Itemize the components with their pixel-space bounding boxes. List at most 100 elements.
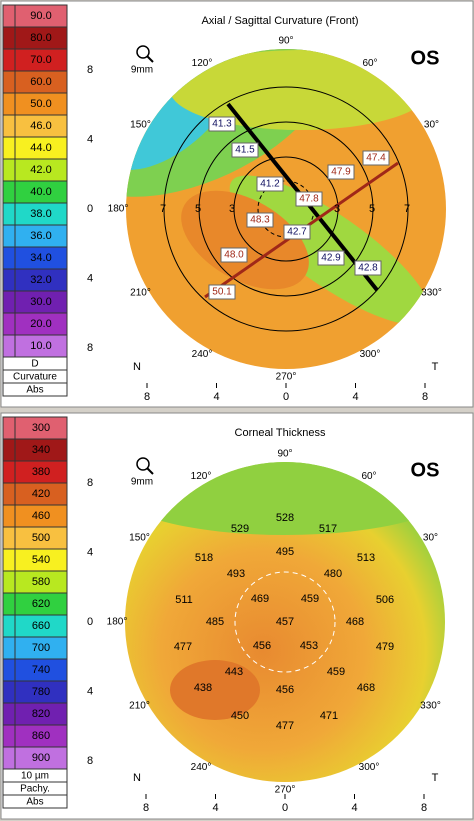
ring-label: 7: [160, 203, 166, 215]
temporal-label: T: [432, 361, 439, 373]
scale-label: 780: [32, 686, 50, 698]
scale-swatch: [2, 70, 16, 94]
scale-swatch: [2, 592, 16, 616]
thickness-map: [125, 462, 445, 782]
angle-label: 150°: [130, 120, 151, 131]
scale-swatch: [2, 136, 16, 160]
scale-swatch: [2, 268, 16, 292]
scale-label: 820: [32, 708, 50, 720]
map-title: Corneal Thickness: [235, 427, 326, 439]
value-label: 450: [231, 710, 249, 722]
scale-label: 340: [32, 444, 50, 456]
value-label: 471: [320, 710, 338, 722]
value-label: 457: [276, 616, 294, 628]
scale-swatch: [2, 702, 16, 726]
value-box: [208, 116, 236, 132]
value-label: 517: [319, 523, 337, 535]
scale-swatch: [2, 636, 16, 660]
scale-label: 900: [32, 752, 50, 764]
angle-label: 270°: [276, 372, 297, 383]
value-label: 495: [276, 546, 294, 558]
scale-label: 36.0: [30, 230, 51, 242]
value-label: 42.8: [358, 263, 378, 274]
value-label: 453: [300, 640, 318, 652]
angle-label: 180°: [107, 617, 128, 628]
y-tick-label: 4: [87, 133, 93, 145]
y-tick-label: 4: [87, 272, 93, 284]
value-label: 459: [327, 666, 345, 678]
value-label: 468: [346, 616, 364, 628]
value-label: 456: [276, 684, 294, 696]
scale-swatch: [2, 312, 16, 336]
y-tick-label: 8: [87, 477, 93, 489]
value-box: [327, 164, 355, 180]
value-box: [283, 224, 311, 240]
scale-label: 620: [32, 598, 50, 610]
value-box: [220, 247, 248, 263]
scale-label: 20.0: [30, 318, 51, 330]
scale-swatch: [2, 746, 16, 770]
scale-swatch: [2, 614, 16, 638]
scale-label: 34.0: [30, 252, 51, 264]
angle-label: 150°: [129, 533, 150, 544]
angle-label: 60°: [362, 58, 377, 69]
value-label: 42.9: [321, 253, 341, 264]
angle-label: 330°: [420, 701, 441, 712]
scale-swatch: [2, 482, 16, 506]
nasal-label: N: [133, 772, 141, 784]
value-box: [295, 191, 323, 207]
scale-swatch: [2, 92, 16, 116]
ring-label: 3: [229, 203, 235, 215]
scale-label: 70.0: [30, 54, 51, 66]
value-label: 469: [251, 593, 269, 605]
value-label: 468: [357, 682, 375, 694]
angle-label: 210°: [129, 701, 150, 712]
y-tick-label: 4: [87, 685, 93, 697]
scale-label: 300: [32, 422, 50, 434]
scale-footer: [2, 794, 68, 809]
x-tick-label: 4: [213, 391, 219, 403]
value-label: 459: [301, 593, 319, 605]
scale-mode: Abs: [26, 797, 43, 808]
value-label: 528: [276, 512, 294, 524]
angle-label: 120°: [192, 58, 213, 69]
value-label: 518: [195, 552, 213, 564]
ring-label: 3: [334, 203, 340, 215]
x-tick-label: 4: [351, 802, 357, 814]
angle-label: 270°: [275, 785, 296, 796]
value-label: 443: [225, 666, 243, 678]
x-tick-label: 8: [143, 802, 149, 814]
eye-label: OS: [411, 459, 440, 481]
scale-name: Curvature: [13, 372, 57, 383]
value-label: 48.3: [250, 215, 270, 226]
zoom-icon: [136, 457, 150, 471]
value-box: [231, 142, 259, 158]
scale-swatch: [2, 570, 16, 594]
scale-swatch: [2, 48, 16, 72]
value-label: 47.9: [331, 167, 351, 178]
scale-swatch: [2, 504, 16, 528]
ring-label: 7: [404, 203, 410, 215]
value-box: [246, 212, 274, 228]
scale-swatch: [2, 158, 16, 182]
scale-swatch: [2, 658, 16, 682]
scale-label: 44.0: [30, 142, 51, 154]
angle-label: 90°: [278, 36, 293, 47]
zoom-icon: [146, 467, 154, 475]
angle-label: 120°: [191, 471, 212, 482]
scale-label: 860: [32, 730, 50, 742]
zoom-label: 9mm: [131, 477, 153, 488]
value-label: 485: [206, 616, 224, 628]
value-label: 47.8: [299, 194, 319, 205]
scale-label: 660: [32, 620, 50, 632]
eye-label: OS: [411, 47, 440, 69]
value-box: [362, 150, 390, 166]
value-label: 477: [174, 641, 192, 653]
scale-label: 460: [32, 510, 50, 522]
value-label: 50.1: [212, 287, 232, 298]
value-label: 480: [324, 568, 342, 580]
scale-label: 80.0: [30, 32, 51, 44]
x-tick-label: 8: [421, 802, 427, 814]
scale-swatch: [2, 460, 16, 484]
